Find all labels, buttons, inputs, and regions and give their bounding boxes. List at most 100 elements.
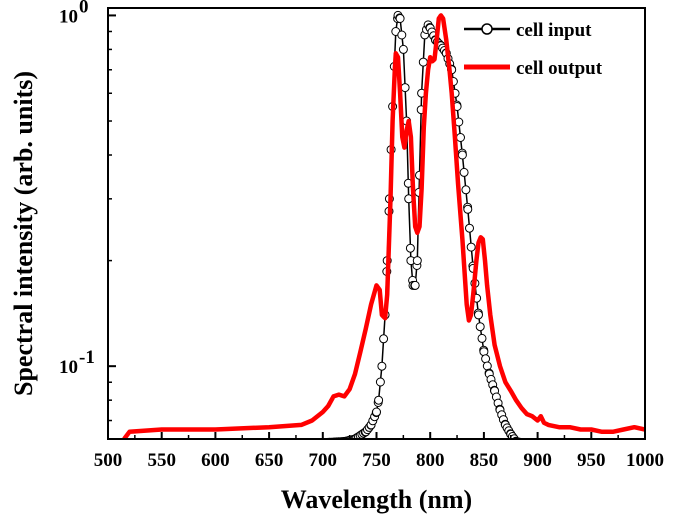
data-point [521,438,525,439]
y-axis-title: Spectral intensity (arb. units) [9,71,38,396]
data-point [544,441,552,449]
data-point [547,442,555,450]
data-point [245,442,253,450]
x-tick-label: 800 [416,450,445,471]
data-point [546,441,554,449]
data-point [175,443,183,451]
data-point [372,407,381,417]
data-point [481,354,491,364]
data-point [612,443,620,451]
legend: cell input cell output [464,20,603,79]
data-point [313,438,317,439]
legend-item: cell output [464,58,603,79]
data-point [569,443,577,451]
data-point [395,14,405,23]
x-tick-label: 650 [255,450,284,471]
data-point [539,441,547,449]
data-point [303,440,311,448]
data-point [250,442,258,450]
data-point [521,440,529,448]
data-point [275,440,283,448]
data-point [182,443,190,451]
data-point [254,441,262,449]
data-point [465,223,474,233]
data-point [554,443,562,451]
data-point [475,322,485,332]
data-point [286,440,294,448]
x-tick-label: 850 [470,450,499,471]
data-point [397,30,407,40]
data-point [126,443,134,451]
data-point [615,443,623,451]
data-point [235,443,243,451]
x-tick-label: 950 [577,450,606,471]
data-point [278,440,286,448]
data-point [559,443,567,451]
data-point [375,377,385,387]
data-point [276,440,284,448]
data-point [254,441,262,449]
data-point [299,440,307,448]
data-point [260,441,268,449]
y-tick-label: 10 [59,357,78,378]
data-point [379,334,389,344]
data-point [290,440,298,448]
data-point [605,443,613,451]
y-tick-exponent: 0 [79,0,89,17]
data-point [291,440,299,448]
x-tick-label: 550 [147,450,176,471]
data-point [187,443,195,451]
data-point [266,441,274,449]
data-point [412,256,422,266]
data-point [542,441,550,449]
data-point [314,438,319,439]
data-point [311,438,315,439]
data-point [405,243,415,253]
data-point [477,333,487,343]
data-point [230,443,238,451]
data-point [562,443,570,451]
x-tick-label: 900 [523,450,552,471]
data-point [306,440,314,448]
data-point [310,438,313,439]
series-layer [122,10,645,451]
data-point [229,443,237,451]
data-point [297,440,305,448]
data-point [617,443,625,451]
data-point [261,441,269,449]
data-point [316,438,321,439]
data-point [607,443,615,451]
data-point [526,440,534,448]
data-point [272,440,280,448]
data-point [240,442,248,450]
data-point [398,44,408,54]
x-tick-label: 500 [94,450,123,471]
legend-label: cell input [516,20,592,41]
data-point [608,443,616,451]
data-point [528,440,536,448]
data-point [456,133,465,142]
data-point [252,441,260,449]
data-point [263,441,271,449]
data-point [283,440,291,448]
data-point [132,443,140,451]
legend-item: cell input [464,20,592,41]
data-point [184,443,192,451]
y-tick-exponent: -1 [79,347,95,368]
data-point [535,440,543,448]
data-point [243,442,251,450]
data-point [242,442,250,450]
data-point [374,395,384,405]
data-point [297,440,305,448]
data-point [131,443,139,451]
data-point [138,443,146,451]
data-point [233,443,241,451]
data-point [523,440,531,448]
data-point [461,185,471,195]
data-point [247,442,255,450]
data-point [418,57,428,67]
data-point [181,443,189,451]
data-point [238,442,246,450]
data-point [532,440,540,448]
data-point [129,443,137,451]
